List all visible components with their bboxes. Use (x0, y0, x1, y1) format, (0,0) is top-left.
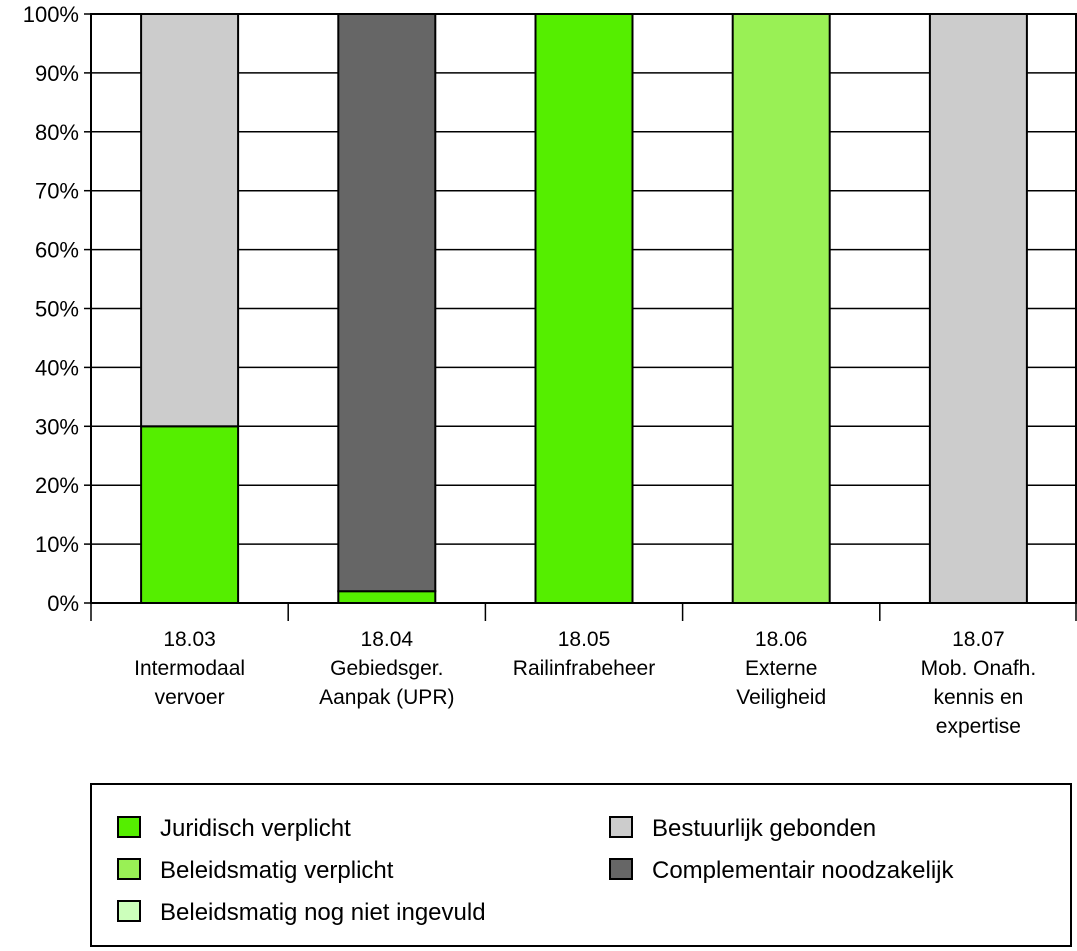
bar-segment (928, 13, 1028, 604)
legend-box (90, 783, 1072, 947)
legend-label: Complementair noodzakelijk (652, 857, 954, 884)
y-tick-label: 100% (23, 2, 79, 27)
x-category-label: 18.07 (952, 628, 1005, 651)
bar-segment (534, 13, 634, 604)
bar-segment (140, 425, 240, 604)
legend-swatch (609, 858, 633, 880)
y-tick-label: 60% (35, 238, 79, 263)
bar-segment (140, 13, 240, 428)
bar-segment (337, 13, 437, 593)
legend-swatch (117, 816, 141, 838)
legend: Juridisch verplicht Bestuurlijk gebonden B… (90, 783, 1072, 947)
x-category-label: kennis en (933, 686, 1023, 709)
legend-label: Bestuurlijk gebonden (652, 815, 876, 842)
y-tick-label: 20% (35, 473, 79, 498)
axes (84, 13, 1077, 621)
x-category-label: Aanpak (UPR) (319, 686, 454, 709)
x-category-label: expertise (936, 715, 1021, 738)
x-category-label: vervoer (155, 686, 225, 709)
y-tick-labels: 0% 10% 20% 30% 40% 50% 60% 70% 80% 90% 100% (23, 2, 79, 616)
x-category-label: Mob. Onafh. (921, 657, 1037, 680)
y-tick-label: 50% (35, 297, 79, 322)
y-tick-label: 90% (35, 61, 79, 86)
legend-swatch (609, 816, 633, 838)
x-category-label: 18.04 (361, 628, 414, 651)
x-category-label: 18.06 (755, 628, 808, 651)
bars (140, 13, 1028, 604)
x-category-label: 18.05 (558, 628, 611, 651)
y-tick-label: 70% (35, 179, 79, 204)
plot-frame (90, 13, 1077, 604)
x-category-label: Externe (745, 657, 817, 680)
legend-label: Beleidsmatig nog niet ingevuld (160, 899, 486, 926)
y-tick-label: 40% (35, 355, 79, 380)
y-tick-label: 10% (35, 532, 79, 557)
x-category-label: 18.03 (163, 628, 216, 651)
y-tick-label: 0% (47, 591, 79, 616)
y-tick-label: 80% (35, 120, 79, 145)
x-category-label: Veiligheid (736, 686, 826, 709)
legend-label: Juridisch verplicht (160, 815, 351, 842)
legend-label: Beleidsmatig verplicht (160, 857, 394, 884)
legend-swatch (117, 858, 141, 880)
x-category-label: Intermodaal (134, 657, 245, 680)
x-category-label: Gebiedsger. (330, 657, 443, 680)
x-category-labels: 18.03 Intermodaal vervoer 18.04 Gebiedsger. A… (134, 628, 1036, 738)
legend-swatch (117, 900, 141, 922)
bar-segment (337, 590, 437, 604)
y-tick-label: 30% (35, 414, 79, 439)
x-category-label: Railinfrabeheer (513, 657, 655, 680)
bar-segment (731, 13, 831, 604)
